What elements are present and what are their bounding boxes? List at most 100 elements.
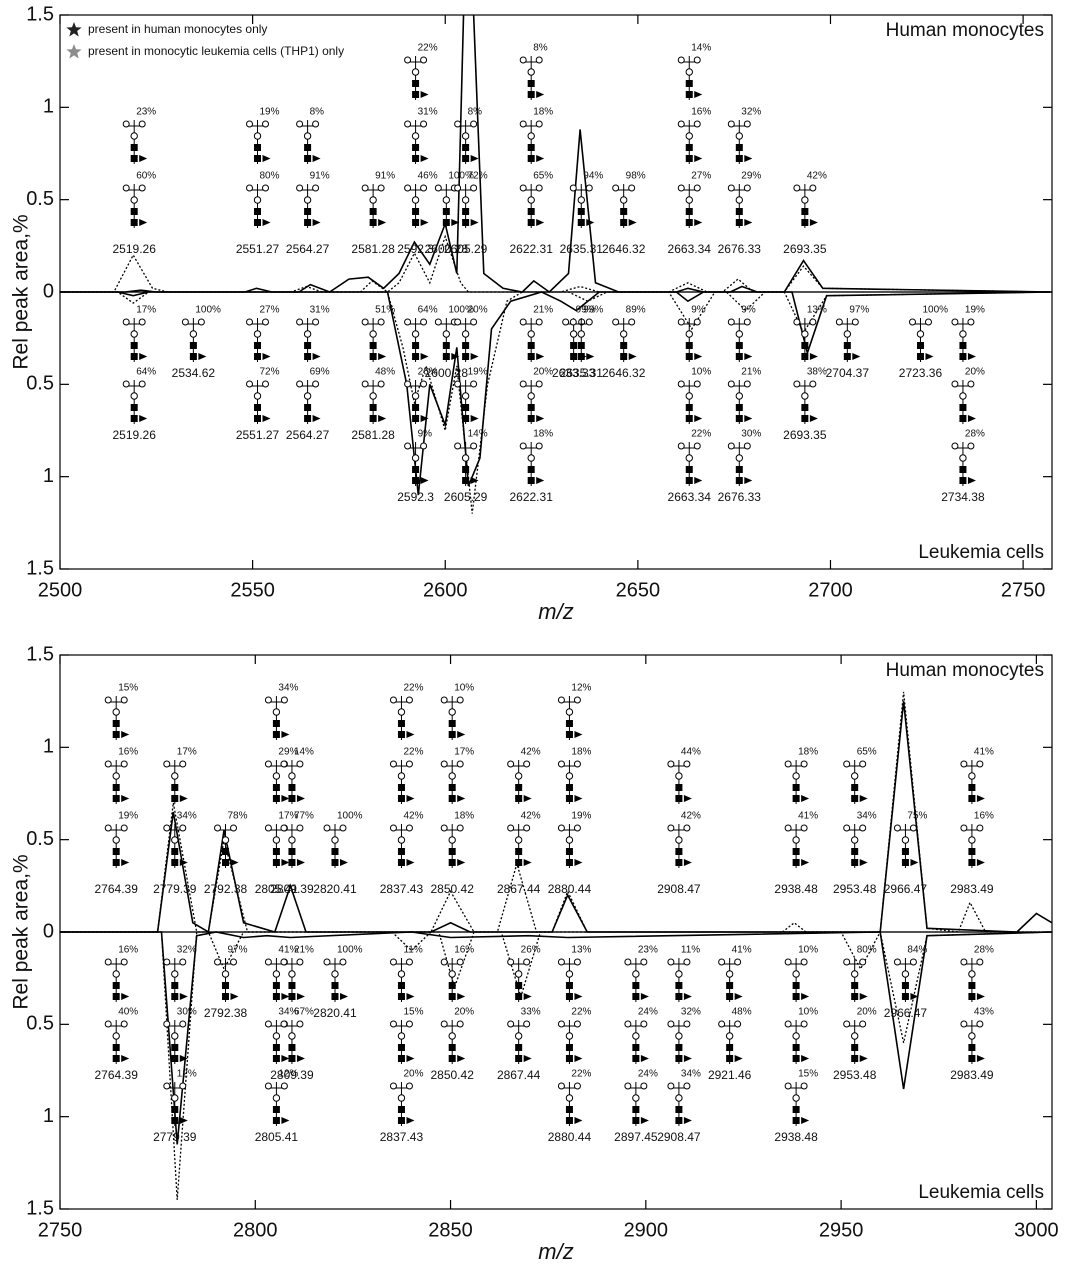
glycan-fucose: [179, 1117, 188, 1124]
glycan-glcnac: [570, 353, 578, 360]
isomer-percent: 10%: [691, 367, 711, 378]
glycan-mannose: [792, 1094, 800, 1102]
isomer-percent: 18%: [454, 811, 474, 822]
glycan-glcnac: [685, 466, 693, 473]
glycan-mannose: [735, 196, 743, 204]
isomer-percent: 20%: [454, 1007, 474, 1018]
isomer-percent: 17%: [278, 811, 298, 822]
glycan-mannose: [632, 970, 640, 978]
peak-label: 2592.3: [397, 490, 434, 504]
glycan-annotation: 23% 24% 24% 2897.45: [614, 945, 658, 1145]
glycan-galactose: [507, 1020, 515, 1028]
glycan-galactose: [784, 760, 792, 768]
glycan-galactose: [628, 184, 636, 192]
glycan-glcnac: [792, 982, 800, 989]
glycan-galactose: [138, 184, 146, 192]
glycan-annotation: 2622.31 8% 18% 65%: [509, 43, 553, 257]
glycan-galactose: [440, 1020, 448, 1028]
glycan-glcnac: [792, 848, 800, 855]
isomer-percent: 18%: [571, 747, 591, 758]
glycan-mannose: [735, 454, 743, 462]
glycan-galactose: [585, 184, 593, 192]
panel-frame: [59, 291, 1053, 570]
glycan-glcnac: [304, 353, 312, 360]
glycan-galactose: [727, 120, 735, 128]
glycan-mannose: [901, 970, 910, 978]
glycan-fucose: [586, 219, 595, 226]
isomer-percent: 67%: [294, 1007, 314, 1018]
glycan-fucose: [262, 219, 271, 226]
glycan-galactose: [246, 120, 254, 128]
peak-label: 2966.47: [884, 1006, 928, 1020]
isomer-percent: 31%: [310, 305, 330, 316]
glycan-galactose: [519, 120, 527, 128]
glycan-fucose: [451, 219, 460, 226]
glycan-galactose: [104, 696, 112, 704]
glycan-glcnac: [112, 731, 120, 738]
glycan-glcnac: [901, 993, 909, 1000]
isomer-percent: 42%: [521, 747, 541, 758]
glycan-glcnac: [735, 342, 743, 349]
glycan-mannose: [272, 708, 281, 716]
glycan-glcnac: [112, 1055, 120, 1062]
glycan-galactose: [181, 318, 189, 326]
isomer-percent: 11%: [681, 945, 700, 956]
glycan-glcnac: [272, 720, 280, 727]
glycan-annotation: 21% 67% 2809.39: [270, 945, 314, 1083]
glycan-annotation: 9% 10% 22% 2663.34: [668, 305, 712, 505]
glycan-glcnac: [801, 208, 809, 215]
peak-label: 2792.38: [204, 882, 248, 896]
isomer-percent: 28%: [974, 945, 994, 956]
peak-label: 2908.47: [657, 882, 701, 896]
glycan-glcnac: [851, 993, 859, 1000]
glycan-fucose: [420, 353, 429, 360]
glycan-galactose: [960, 824, 968, 832]
glycan-galactose: [507, 958, 515, 966]
glycan-annotation: 64% 26% 9% 2592.3: [397, 305, 437, 505]
glycan-glcnac: [527, 342, 535, 349]
glycan-glcnac: [304, 219, 312, 226]
glycan-galactose: [104, 1020, 112, 1028]
y-tick-label: 1.5: [26, 1197, 54, 1219]
isomer-percent: 17%: [454, 747, 474, 758]
glycan-galactose: [420, 56, 428, 64]
glycan-mannose: [272, 1094, 281, 1102]
glycan-galactose: [909, 824, 917, 832]
glycan-glcnac: [397, 859, 405, 866]
glycan-mannose: [792, 836, 800, 844]
glycan-fucose: [470, 477, 479, 484]
glycan-galactose: [976, 958, 984, 966]
glycan-galactose: [312, 120, 320, 128]
glycan-glcnac: [222, 993, 230, 1000]
glycan-glcnac: [565, 1055, 573, 1062]
glycan-glcnac: [288, 848, 296, 855]
glycan-galactose: [640, 958, 648, 966]
spectrum-line: [60, 291, 1051, 514]
glycan-galactose: [454, 120, 462, 128]
glycan-fucose: [628, 353, 637, 360]
glycan-glcnac: [412, 415, 420, 422]
isomer-percent: 22%: [571, 1069, 591, 1080]
glycan-galactose: [122, 184, 130, 192]
glycan-glcnac: [448, 784, 456, 791]
glycan-glcnac: [959, 342, 967, 349]
isomer-percent: 19%: [571, 811, 591, 822]
glycan-galactose: [743, 120, 751, 128]
glycan-glcnac: [462, 208, 470, 215]
isomer-percent: 22%: [418, 43, 438, 54]
peak-label: 2605.29: [444, 490, 488, 504]
glycan-glcnac: [448, 1055, 456, 1062]
y-tick-label: 1: [43, 1105, 54, 1127]
glycan-galactose: [323, 824, 331, 832]
glycan-glcnac: [112, 848, 120, 855]
glycan-glcnac: [254, 415, 262, 422]
glycan-glcnac: [412, 91, 420, 98]
isomer-percent: 16%: [974, 811, 994, 822]
glycan-glcnac: [304, 144, 312, 151]
peak-label: 2983.49: [950, 1068, 994, 1082]
glycan-annotation: 41% 34% 12% 2805.41: [255, 945, 299, 1145]
glycan-glcnac: [675, 982, 683, 989]
glycan-annotation: 100% 2820.41: [313, 945, 362, 1021]
peak-label: 2635.31: [560, 366, 604, 380]
glycan-glcnac: [288, 1044, 296, 1051]
